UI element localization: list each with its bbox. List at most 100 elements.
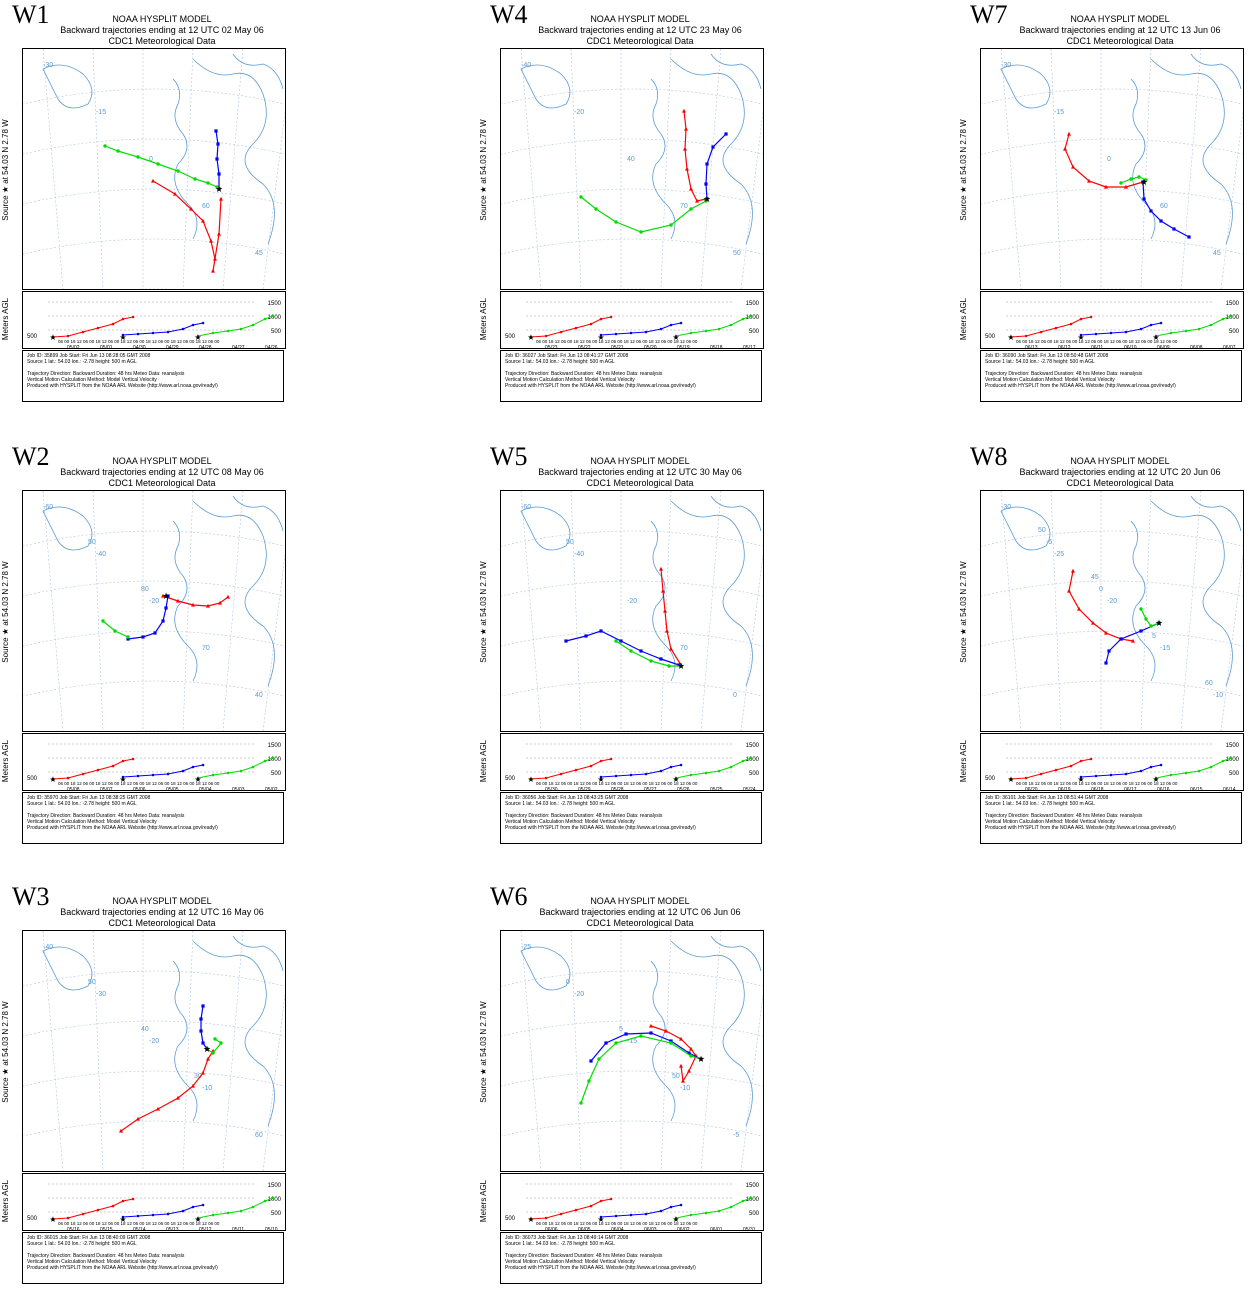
latitude-gridline <box>981 188 1243 205</box>
trajectory-point-green <box>594 207 598 211</box>
longitude-gridline <box>700 49 722 289</box>
altitude-point-green <box>211 331 215 335</box>
date-tick-label: 06/12 <box>1058 345 1071 350</box>
time-axis: 06 00 18 12 06 00 18 12 06 00 18 12 06 0… <box>500 779 762 793</box>
altitude-point-blue <box>1159 763 1163 767</box>
altitude-point-green <box>263 317 267 321</box>
grid-label: -15 <box>1160 645 1170 652</box>
hour-ticks: 06 00 18 12 06 00 18 12 06 00 18 12 06 0… <box>58 1221 220 1226</box>
longitude-gridline <box>1180 49 1202 289</box>
altitude-plot: 1500 1000 500 500 ★ ★ ★ <box>22 291 286 349</box>
meteo-data-title: CDC1 Meteorological Data <box>108 36 216 46</box>
trajectory-point-red <box>1104 630 1108 635</box>
trajectory-panel-w7: W7 NOAA HYSPLIT MODEL Backward trajectorie… <box>958 0 1244 425</box>
trajectory-point-red <box>161 593 165 598</box>
trajectory-point-red <box>665 628 669 633</box>
latitude-gridline <box>23 238 285 255</box>
model-title: NOAA HYSPLIT MODEL <box>112 456 212 466</box>
longitude-gridline <box>92 491 104 731</box>
trajectory-point-red <box>1104 184 1108 189</box>
altitude-point-green <box>1197 327 1201 331</box>
info-line: Vertical Motion Calculation Method: Mode… <box>27 819 157 825</box>
trajectory-point-green <box>1137 175 1141 179</box>
grid-label: -60 <box>43 504 53 511</box>
date-tick-label: 05/31 <box>743 1227 756 1232</box>
altitude-trace-green <box>675 757 752 779</box>
trajectory-point-red <box>209 238 213 243</box>
altitude-point-green <box>211 1213 215 1217</box>
date-tick-label: 05/10 <box>265 1227 278 1232</box>
trajectory-point-green <box>205 1047 209 1051</box>
info-line: Source 1 lat.: 54.03 lon.: -2.78 height:… <box>27 801 137 807</box>
altitude-point-blue <box>151 773 155 777</box>
trajectory-point-red <box>682 108 686 113</box>
trajectory-point-green <box>206 181 210 185</box>
info-line: Vertical Motion Calculation Method: Mode… <box>27 1259 157 1265</box>
grid-label: 80 <box>141 586 149 593</box>
source-star: ★ <box>1152 333 1159 342</box>
date-tick-label: 05/01 <box>100 345 113 350</box>
grid-label: -40 <box>521 62 531 69</box>
alt-tick-label: 1000 <box>746 1197 760 1203</box>
time-axis: 06 00 18 12 06 00 18 12 06 00 18 12 06 0… <box>980 337 1242 351</box>
altitude-point-red <box>81 772 85 776</box>
job-id: Job ID: 36090 Job Start: Fri Jun 13 08:5… <box>985 353 1109 359</box>
trajectory-point-green <box>629 649 633 653</box>
altitude-point-blue <box>1139 327 1143 331</box>
map-yaxis-text: Source ★ at 54.03 N 2.78 W <box>959 561 968 663</box>
altitude-point-red <box>96 326 100 330</box>
trajectory-point-green <box>1149 624 1153 628</box>
trajectory-point-green <box>1139 607 1143 611</box>
date-tick-label: 05/02 <box>265 787 278 792</box>
altitude-point-blue <box>644 330 648 334</box>
date-tick-label: 05/30 <box>545 787 558 792</box>
panel-header: NOAA HYSPLIT MODEL Backward trajectories … <box>980 456 1253 489</box>
altitude-point-green <box>717 769 721 773</box>
info-line: Trajectory Direction: Backward Duration:… <box>27 1253 185 1259</box>
source-star: ★ <box>194 1215 201 1224</box>
date-tick-label: 05/16 <box>67 1227 80 1232</box>
trajectory-map: -30 -15 0 60 45 ★ <box>22 48 286 290</box>
longitude-gridline <box>1000 491 1022 731</box>
grid-label: -15 <box>627 1038 637 1045</box>
trajectory-point-red <box>679 1063 683 1068</box>
altitude-trace-green <box>675 315 752 337</box>
longitude-gridline <box>660 931 672 1171</box>
altitude-point-red <box>1069 322 1073 326</box>
altitude-point-blue <box>659 1209 663 1213</box>
trajectory-point-blue <box>126 637 130 641</box>
trajectory-point-blue <box>649 1031 653 1035</box>
altitude-point-green <box>1221 759 1225 763</box>
date-tick-label: 05/20 <box>644 345 657 350</box>
trajectory-point-green <box>156 162 160 166</box>
coastline <box>520 64 571 109</box>
altitude-point-green <box>689 1213 693 1217</box>
altitude-point-blue <box>679 763 683 767</box>
latitude-gridline <box>501 580 763 597</box>
trajectory-point-red <box>206 1056 210 1061</box>
alt-tick-label: 1000 <box>268 315 282 321</box>
date-tick-label: 06/03 <box>644 1227 657 1232</box>
longitude-gridline <box>262 992 285 1171</box>
alt-yaxis-text: Meters AGL <box>479 1179 488 1222</box>
altitude-point-red <box>559 1212 563 1216</box>
panel-label: W3 <box>12 882 50 911</box>
trajectory-point-green <box>639 1034 643 1038</box>
trajectory-point-blue <box>199 1017 203 1021</box>
altitude-point-blue <box>1139 769 1143 773</box>
trajectory-point-green <box>215 185 219 189</box>
source-star: ★ <box>597 775 604 784</box>
altitude-plot: 1500 1000 500 500 ★ ★ ★ <box>22 733 286 791</box>
source-star: ★ <box>194 775 201 784</box>
date-tick-label: 05/25 <box>710 787 723 792</box>
altitude-point-green <box>741 759 745 763</box>
alt-yaxis-label: Meters AGL <box>959 297 968 340</box>
altitude-point-green <box>729 765 733 769</box>
trajectory-point-red <box>659 566 663 571</box>
trajectory-point-blue <box>1187 235 1191 239</box>
trajectory-panel-w5: W5 NOAA HYSPLIT MODEL Backward trajectorie… <box>478 442 764 867</box>
date-tick-label: 06/16 <box>1157 787 1170 792</box>
altitude-point-blue <box>679 1203 683 1207</box>
coastline <box>1130 53 1242 245</box>
altitude-point-red <box>574 326 578 330</box>
